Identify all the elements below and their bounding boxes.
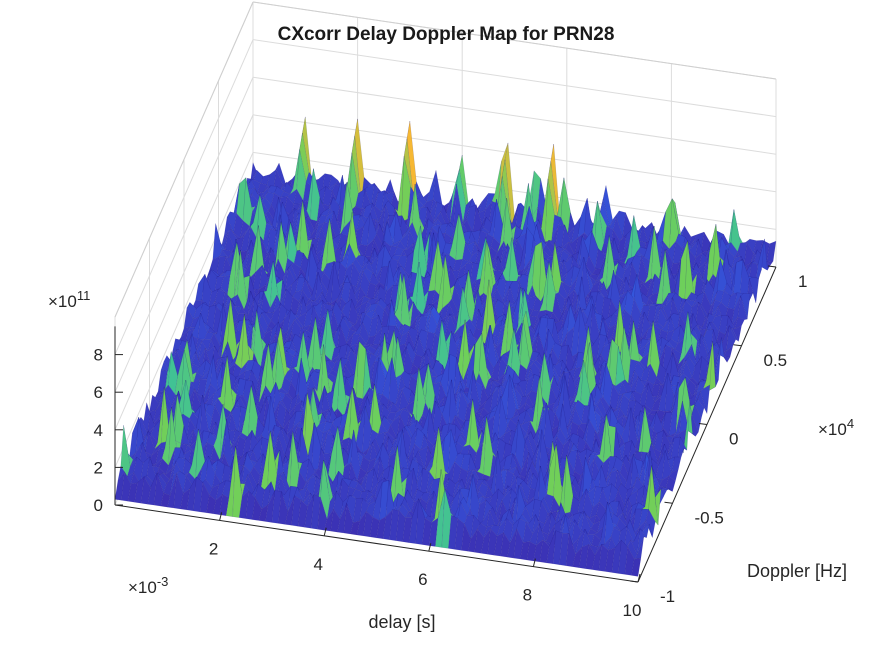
- z-tick-label: 6: [94, 383, 103, 402]
- grid-line: [252, 76, 777, 155]
- x-tick-label: 6: [418, 570, 427, 589]
- x-tick-label: 10: [623, 601, 642, 620]
- z-tick-label: 4: [94, 421, 103, 440]
- grid-line: [252, 151, 777, 230]
- grid-line: [252, 114, 777, 193]
- y-tick-mark: [664, 501, 673, 504]
- x-tick-label: 2: [209, 539, 218, 558]
- y-tick-mark: [733, 344, 742, 347]
- y-tick-label: -0.5: [695, 508, 724, 527]
- y-tick-label: -1: [660, 587, 675, 606]
- surface-patch: [677, 436, 688, 462]
- y-axis-label: Doppler [Hz]: [747, 561, 847, 581]
- box-edge: [252, 1, 777, 80]
- x-tick-label: 8: [523, 586, 532, 605]
- x-tick-label: 4: [313, 555, 322, 574]
- x-axis-exponent: ×10-3: [128, 574, 168, 597]
- chart-title: CXcorr Delay Doppler Map for PRN28: [278, 24, 615, 45]
- y-tick-label: 0: [729, 430, 738, 449]
- surface-layer: [114, 116, 777, 577]
- surface-patch: [737, 295, 748, 320]
- z-tick-label: 0: [94, 496, 103, 515]
- y-tick-mark: [698, 423, 708, 425]
- z-axis-exponent: ×1011: [48, 288, 90, 311]
- grid-line: [252, 39, 777, 118]
- y-tick-mark: [629, 580, 639, 583]
- surface-patch: [734, 316, 745, 329]
- z-tick-label: 8: [94, 346, 103, 365]
- surface-patch: [726, 325, 736, 352]
- x-axis-label: delay [s]: [368, 612, 435, 632]
- z-tick-label: 2: [94, 458, 103, 477]
- y-axis-exponent: ×104: [818, 416, 854, 439]
- box-edge: [114, 1, 254, 318]
- surface-patch: [754, 238, 765, 289]
- y-tick-label: 1: [798, 272, 807, 291]
- y-tick-label: 0.5: [764, 351, 788, 370]
